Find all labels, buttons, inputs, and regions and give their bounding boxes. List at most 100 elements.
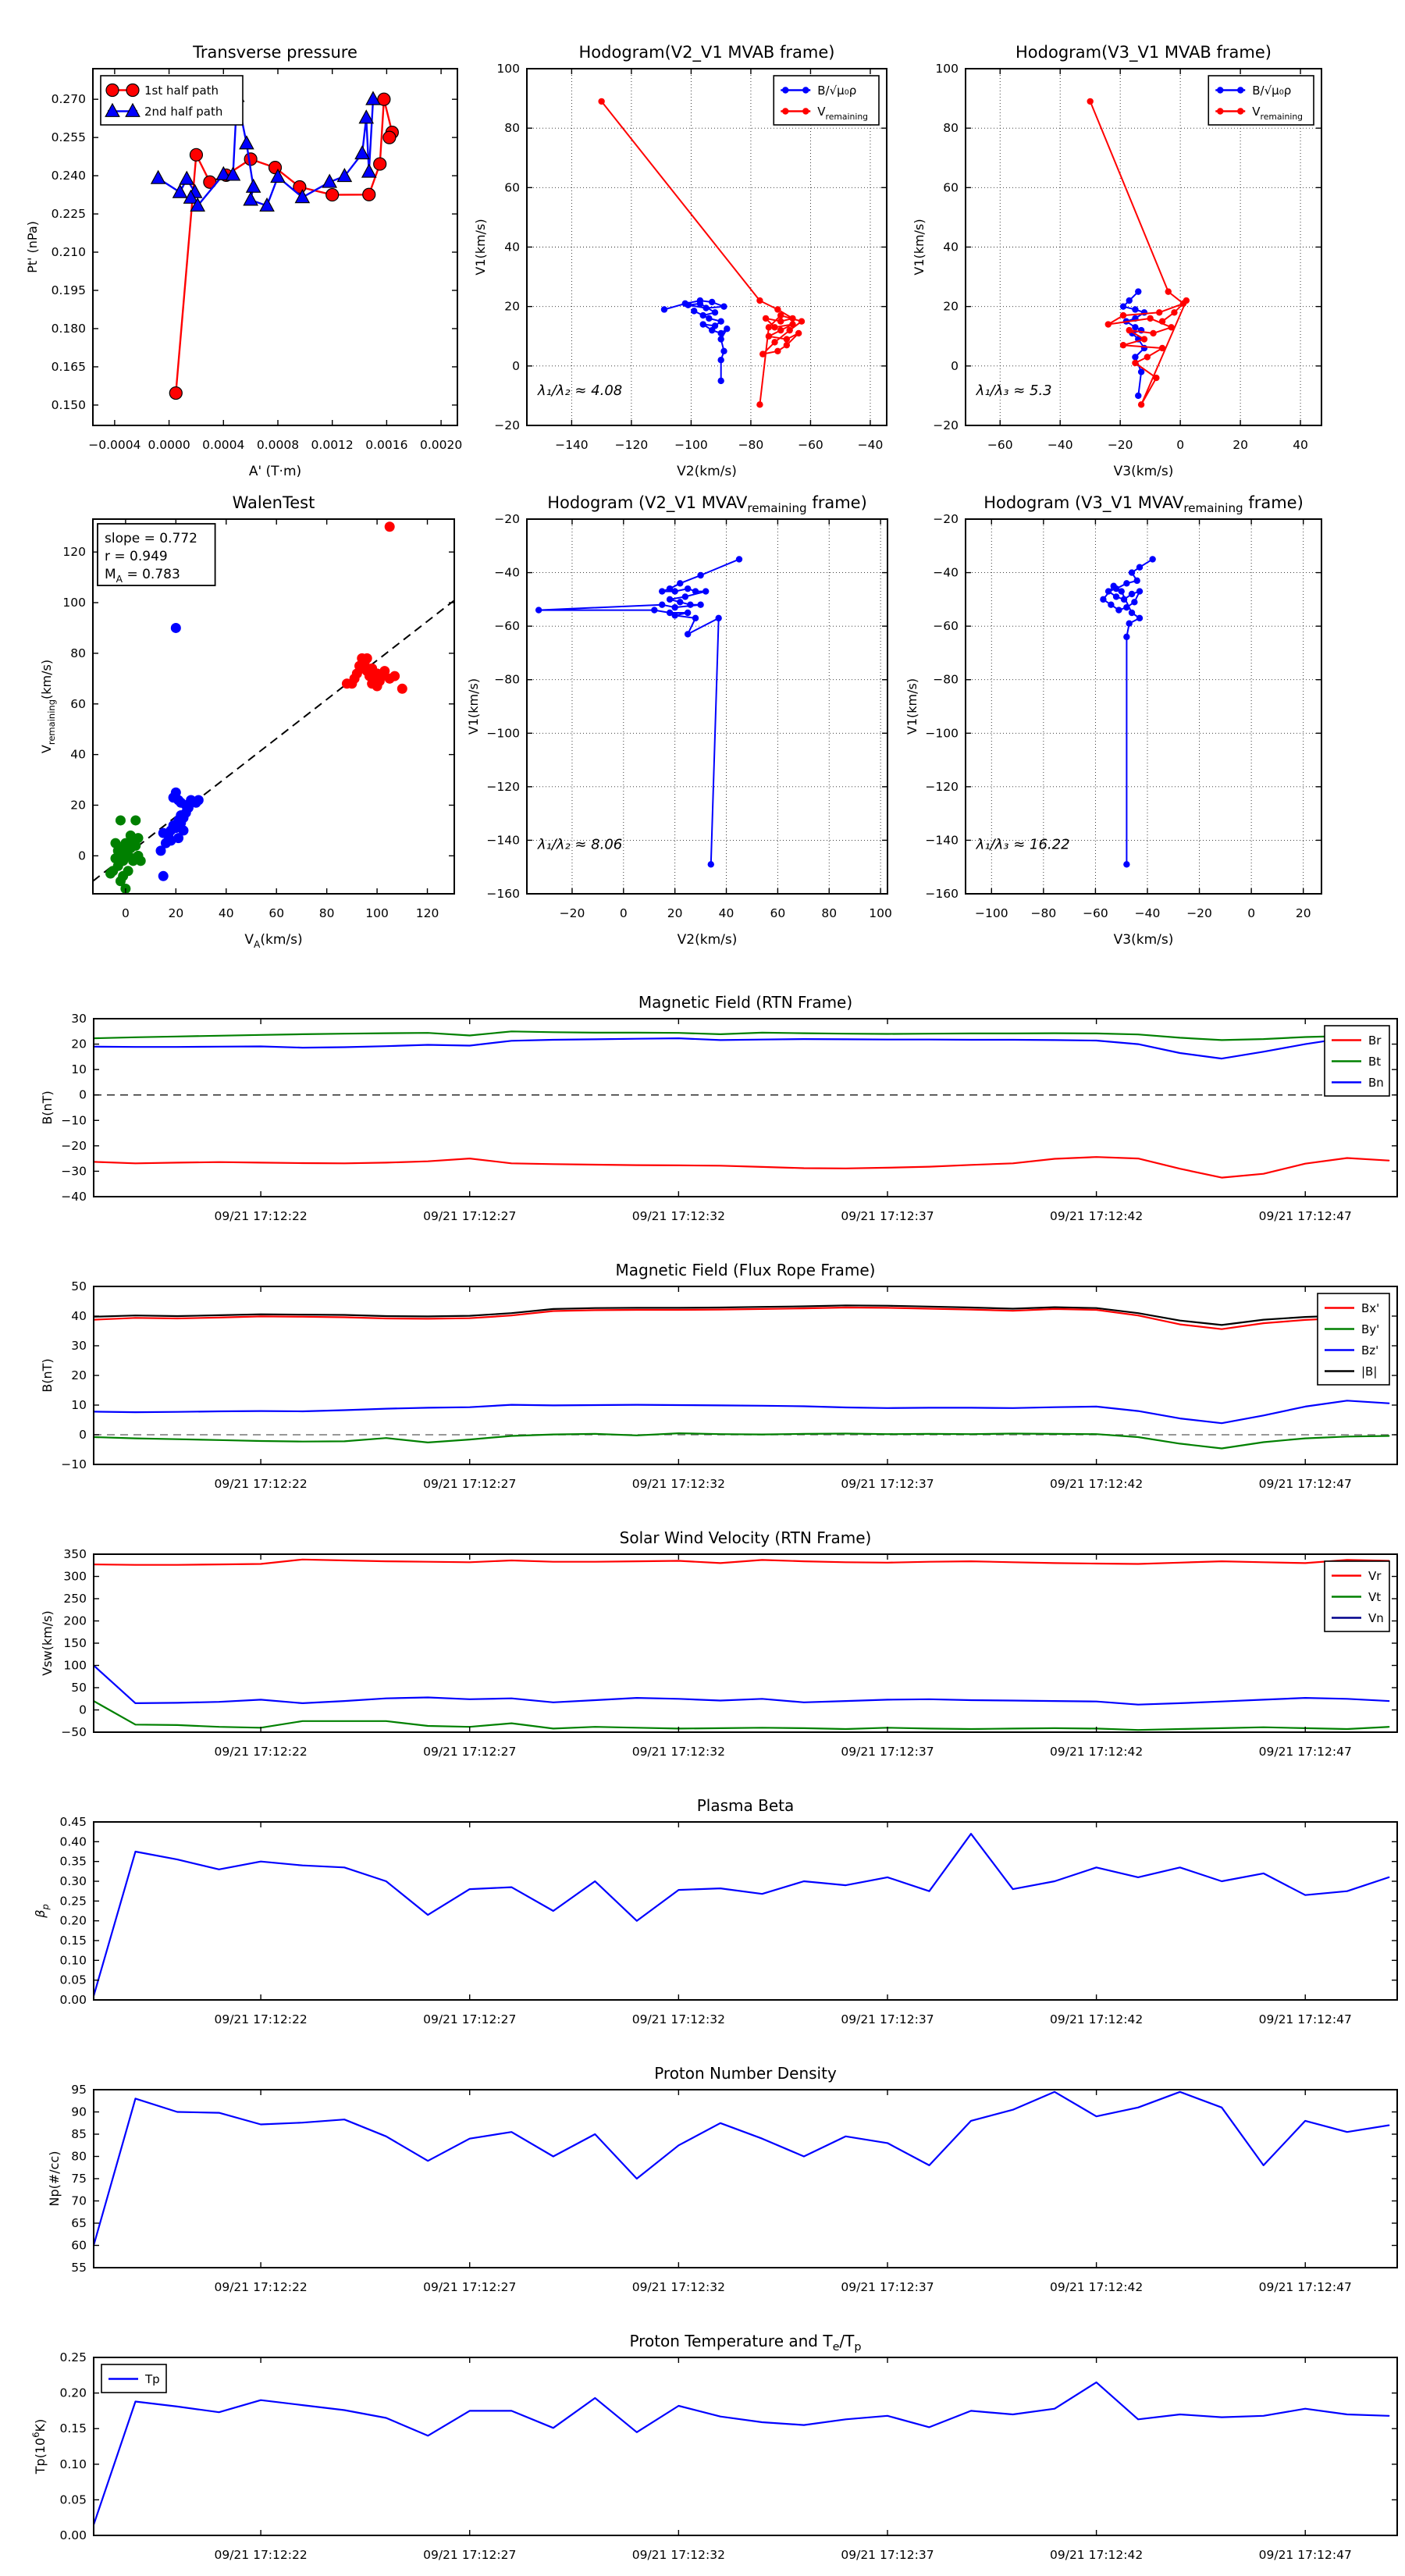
y-tick-label: 0 — [79, 1088, 87, 1102]
legend-label: Tp — [144, 2372, 160, 2386]
x-tick-label: −100 — [674, 438, 708, 452]
y-tick-label: −40 — [494, 566, 520, 580]
axis-ticks — [966, 68, 1321, 426]
series-line — [94, 1833, 1390, 1997]
series-line — [175, 98, 393, 394]
x-tick-label: −120 — [615, 438, 649, 452]
x-tick-label: 09/21 17:12:47 — [1259, 1477, 1352, 1491]
x-axis-label: V3(km/s) — [1114, 464, 1174, 479]
marker-dot — [1126, 297, 1133, 304]
y-tick-label: 0.05 — [59, 2492, 87, 2507]
x-tick-label: −20 — [560, 906, 585, 920]
marker-circle — [126, 83, 140, 98]
axes-frame — [93, 1018, 1398, 1197]
chart-title: Proton Temperature and Te/Tp — [629, 2332, 861, 2354]
marker-dot — [1128, 590, 1136, 598]
chart-hodogram-v2v1-mvav: −20 0 20 40 60 80 100 −160 −140 −120 −100 −80 −60 −40… — [466, 493, 892, 948]
x-tick-label: 09/21 17:12:22 — [214, 2280, 307, 2294]
axis-ticks — [94, 1018, 1397, 1197]
marker-dot — [702, 588, 710, 595]
marker-dot — [783, 341, 791, 349]
chart-solar-wind-velocity: 09/21 17:12:22 09/21 17:12:27 09/21 17:12:… — [40, 1528, 1398, 1759]
axes-frame — [93, 2357, 1398, 2536]
y-tick-label: 95 — [71, 2083, 87, 2097]
marker-dot — [677, 599, 684, 606]
y-tick-label: 60 — [943, 180, 959, 194]
legend: B/√μ₀ρ Vremaining — [773, 75, 880, 126]
x-tick-label: 09/21 17:12:37 — [841, 2012, 934, 2026]
series-line — [94, 1304, 1390, 1326]
legend-label: By' — [1361, 1322, 1379, 1336]
x-axis-label: V2(km/s) — [677, 464, 737, 479]
marker-dot — [717, 377, 724, 385]
y-tick-label: 40 — [504, 240, 520, 254]
x-tick-label: 0.0012 — [311, 438, 354, 452]
y-tick-label: 0.00 — [59, 1993, 87, 2007]
marker-dot — [1156, 309, 1163, 316]
y-tick-label: 120 — [62, 545, 86, 559]
series-V-remaining — [1087, 98, 1190, 408]
marker-dot — [659, 601, 666, 608]
x-tick-label: 09/21 17:12:32 — [632, 1745, 725, 1759]
series-|B| — [94, 1304, 1390, 1326]
marker-dot — [1120, 596, 1128, 603]
y-tick-label: 80 — [70, 646, 86, 660]
x-tick-label: −100 — [975, 906, 1008, 920]
chart-hodogram-v3v1-mvab: −60 −40 −20 0 20 40 −20 0 20 40 60 80 100 V3(km/s) V1(… — [912, 43, 1322, 479]
x-tick-label: 09/21 17:12:22 — [214, 1209, 307, 1223]
y-tick-label: 40 — [70, 748, 86, 762]
marker-dot — [1132, 359, 1139, 367]
y-tick-label: 200 — [63, 1614, 87, 1628]
marker-dot — [756, 297, 763, 304]
y-tick-label: 40 — [71, 1309, 87, 1323]
x-tick-label: 09/21 17:12:47 — [1259, 1209, 1352, 1223]
x-tick-label: 09/21 17:12:22 — [214, 1745, 307, 1759]
axis-ticks — [93, 519, 454, 894]
y-tick-label: 0.10 — [59, 1953, 87, 1967]
marker-dot — [697, 571, 704, 579]
marker-dot — [802, 108, 809, 115]
marker-point — [158, 870, 169, 881]
marker-dot — [1119, 303, 1127, 310]
y-tick-label: −100 — [925, 726, 959, 740]
series-line — [94, 1306, 1390, 1330]
marker-dot — [1112, 593, 1120, 600]
marker-dot — [711, 309, 719, 316]
marker-dot — [684, 585, 692, 592]
x-tick-label: 0.0020 — [420, 438, 462, 452]
chart-title: Magnetic Field (Flux Rope Frame) — [616, 1261, 876, 1279]
marker-triangle — [125, 102, 140, 117]
y-tick-label: 70 — [71, 2194, 87, 2208]
x-tick-label: 09/21 17:12:32 — [632, 2012, 725, 2026]
marker-dot — [691, 308, 698, 315]
axes-frame — [92, 68, 458, 426]
marker-dot — [1132, 324, 1139, 331]
y-tick-label: 100 — [63, 1659, 87, 1673]
textbox-line: r = 0.949 — [105, 549, 168, 564]
chart-magnetic-field-flux-rope: 09/21 17:12:22 09/21 17:12:27 09/21 17:12:… — [40, 1261, 1398, 1491]
marker-circle — [382, 130, 397, 144]
marker-dot — [666, 596, 674, 603]
series-line — [538, 558, 740, 866]
x-axis-label: A' (T·m) — [249, 464, 301, 479]
marker-dot — [1131, 599, 1138, 606]
marker-dot — [1123, 861, 1130, 868]
x-tick-label: 0 — [1247, 906, 1255, 920]
marker-dot — [535, 607, 542, 614]
x-tick-label: 09/21 17:12:22 — [214, 2012, 307, 2026]
marker-dot — [1237, 108, 1244, 115]
marker-dot — [1123, 633, 1130, 641]
marker-dot — [717, 357, 724, 364]
y-tick-label: 0.195 — [52, 283, 86, 297]
marker-dot — [789, 315, 796, 322]
marker-point — [357, 663, 368, 674]
marker-point — [397, 683, 407, 694]
series-Vr — [94, 1558, 1390, 1566]
x-tick-label: 09/21 17:12:32 — [632, 2548, 725, 2562]
legend-label: 1st half path — [144, 84, 219, 98]
marker-triangle — [172, 183, 188, 198]
marker-dot — [1183, 297, 1190, 304]
marker-dot — [708, 298, 716, 306]
y-tick-label: 0.165 — [52, 360, 86, 374]
